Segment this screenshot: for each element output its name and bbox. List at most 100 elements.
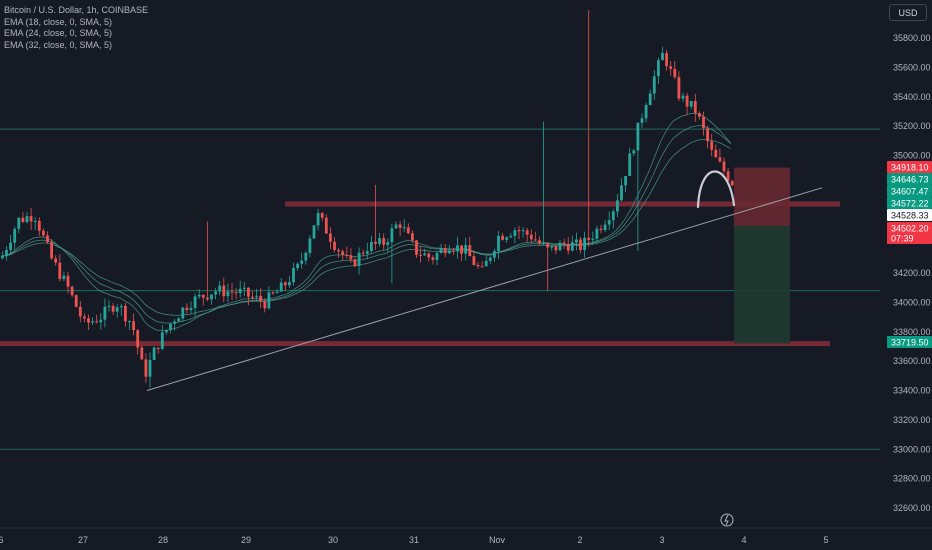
candle-body: [665, 52, 668, 67]
y-tick-label: 32800.00: [893, 474, 931, 484]
candle: [54, 255, 58, 266]
candle: [562, 238, 566, 249]
candle: [447, 245, 451, 255]
candle-body: [447, 250, 451, 254]
candle-body: [111, 305, 115, 312]
candle: [83, 313, 86, 323]
candle-body: [345, 255, 349, 257]
candle-body: [140, 347, 144, 360]
price-tag-bg: [887, 232, 932, 244]
candle: [46, 231, 49, 245]
candle-body: [669, 66, 673, 69]
candle-body: [464, 245, 468, 254]
candle-body: [316, 212, 320, 226]
candle-body: [501, 235, 504, 240]
candle: [624, 175, 627, 192]
candle-body: [29, 216, 33, 222]
candle-body: [566, 243, 570, 251]
candle-body: [263, 301, 267, 309]
candle: [263, 298, 267, 313]
candle-body: [517, 230, 521, 232]
candle-body: [267, 292, 271, 309]
candle-body: [329, 233, 332, 242]
candle: [148, 352, 152, 388]
candle-body: [411, 233, 414, 241]
candle-body: [279, 282, 283, 292]
candle-body: [189, 308, 193, 311]
candle-body: [542, 243, 545, 245]
candle: [288, 275, 291, 288]
y-tick-label: 32600.00: [893, 503, 931, 513]
candle: [95, 314, 99, 324]
candle: [50, 239, 53, 260]
candle: [411, 230, 414, 243]
candle: [484, 254, 488, 267]
candle-body: [107, 305, 111, 307]
candle-body: [710, 141, 714, 150]
candle-body: [124, 305, 127, 322]
candle-body: [579, 239, 582, 250]
candle: [640, 113, 644, 129]
candle: [74, 294, 78, 308]
candle-body: [288, 282, 291, 286]
candle: [644, 102, 648, 123]
y-tick-label: 33000.00: [893, 444, 931, 454]
candle-body: [160, 332, 164, 349]
candle-body: [87, 318, 90, 323]
candle: [722, 157, 726, 175]
candle: [702, 111, 705, 136]
candle: [259, 288, 263, 308]
candle-body: [390, 228, 394, 243]
ema-24-line: [0, 125, 732, 324]
candle-body: [230, 291, 234, 293]
candle-body: [472, 256, 476, 266]
candle: [349, 248, 353, 264]
candle: [460, 245, 463, 262]
candle: [579, 236, 582, 254]
candle-body: [357, 252, 361, 266]
x-tick-label: 2: [577, 535, 582, 545]
candle: [501, 232, 504, 241]
candle-body: [661, 52, 664, 61]
candle-body: [99, 319, 103, 323]
candle-body: [583, 237, 586, 250]
candle: [497, 231, 500, 260]
price-tag-bg: [887, 185, 932, 197]
candle: [365, 242, 369, 260]
candle-body: [468, 245, 472, 257]
price-tag-bg: [887, 209, 932, 221]
candle: [136, 329, 140, 355]
candle-body: [1, 256, 4, 259]
price-tag-bg: [887, 173, 932, 185]
candle-body: [193, 296, 197, 309]
candle: [5, 246, 8, 261]
candle: [160, 324, 164, 351]
candle-body: [632, 150, 636, 154]
candle: [591, 231, 595, 245]
candle-body: [726, 171, 730, 181]
candle-body: [611, 211, 615, 221]
y-tick-label: 33200.00: [893, 415, 931, 425]
candle: [370, 235, 373, 254]
price-tag: 34572.22: [891, 199, 929, 209]
candle: [115, 303, 119, 318]
candle-body: [509, 235, 513, 238]
candle-body: [136, 330, 140, 348]
candle: [398, 221, 402, 237]
candle: [406, 223, 410, 235]
candle-body: [128, 321, 131, 323]
candle-body: [50, 242, 53, 259]
stop-loss-zone: [734, 167, 790, 226]
candle-body: [529, 234, 533, 240]
currency-button[interactable]: USD: [889, 4, 927, 21]
candle-body: [37, 220, 41, 231]
candle-body: [25, 216, 29, 222]
candle: [402, 219, 406, 232]
price-tag: 34502.20: [891, 224, 929, 234]
ema-18-label: EMA (18, close, 0, SMA, 5): [4, 16, 113, 27]
candle-body: [722, 161, 726, 172]
candle: [566, 237, 570, 255]
candle-body: [333, 241, 336, 250]
lightning-icon: [720, 513, 734, 527]
